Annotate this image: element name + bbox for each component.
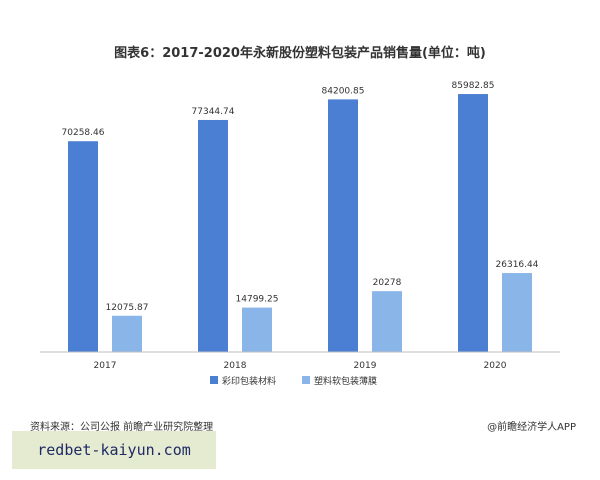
legend-label: 彩印包装材料 [222, 375, 276, 387]
legend-swatch [210, 376, 218, 384]
bars-layer [68, 94, 532, 352]
chart-title: 图表6：2017-2020年永新股份塑料包装产品销售量(单位：吨) [114, 46, 486, 61]
data-label: 26316.44 [496, 260, 539, 270]
data-label: 12075.87 [106, 303, 149, 313]
x-tick-label: 2017 [94, 361, 117, 371]
legend-swatch [302, 376, 310, 384]
bar-color-print-2018 [198, 119, 228, 352]
data-label: 85982.85 [452, 81, 495, 91]
x-tick-label: 2018 [224, 361, 247, 371]
bar-soft-film-2019 [372, 291, 402, 352]
bar-soft-film-2017 [112, 315, 142, 352]
data-label: 20278 [373, 278, 402, 288]
labels-layer: 70258.46 12075.87 2017 77344.74 14799.25 2018… [62, 81, 539, 371]
bar-color-print-2020 [458, 94, 488, 352]
data-label: 84200.85 [322, 86, 365, 96]
bar-soft-film-2018 [242, 307, 272, 352]
bar-color-print-2019 [328, 99, 358, 352]
x-tick-label: 2019 [354, 361, 377, 371]
website-banner[interactable]: redbet-kaiyun.com [12, 431, 216, 469]
data-label: 70258.46 [62, 128, 105, 138]
bar-color-print-2017 [68, 141, 98, 352]
legend: 彩印包装材料 塑料软包装薄膜 [210, 375, 377, 387]
bar-soft-film-2020 [502, 273, 532, 352]
source-note: 资料来源：公司公报 前瞻产业研究院整理 [30, 422, 214, 433]
credit-note: @前瞻经济学人APP [487, 422, 576, 433]
legend-label: 塑料软包装薄膜 [314, 375, 377, 387]
data-label: 77344.74 [192, 107, 235, 117]
x-tick-label: 2020 [484, 361, 507, 371]
banner-text: redbet-kaiyun.com [37, 441, 191, 459]
data-label: 14799.25 [236, 295, 279, 305]
